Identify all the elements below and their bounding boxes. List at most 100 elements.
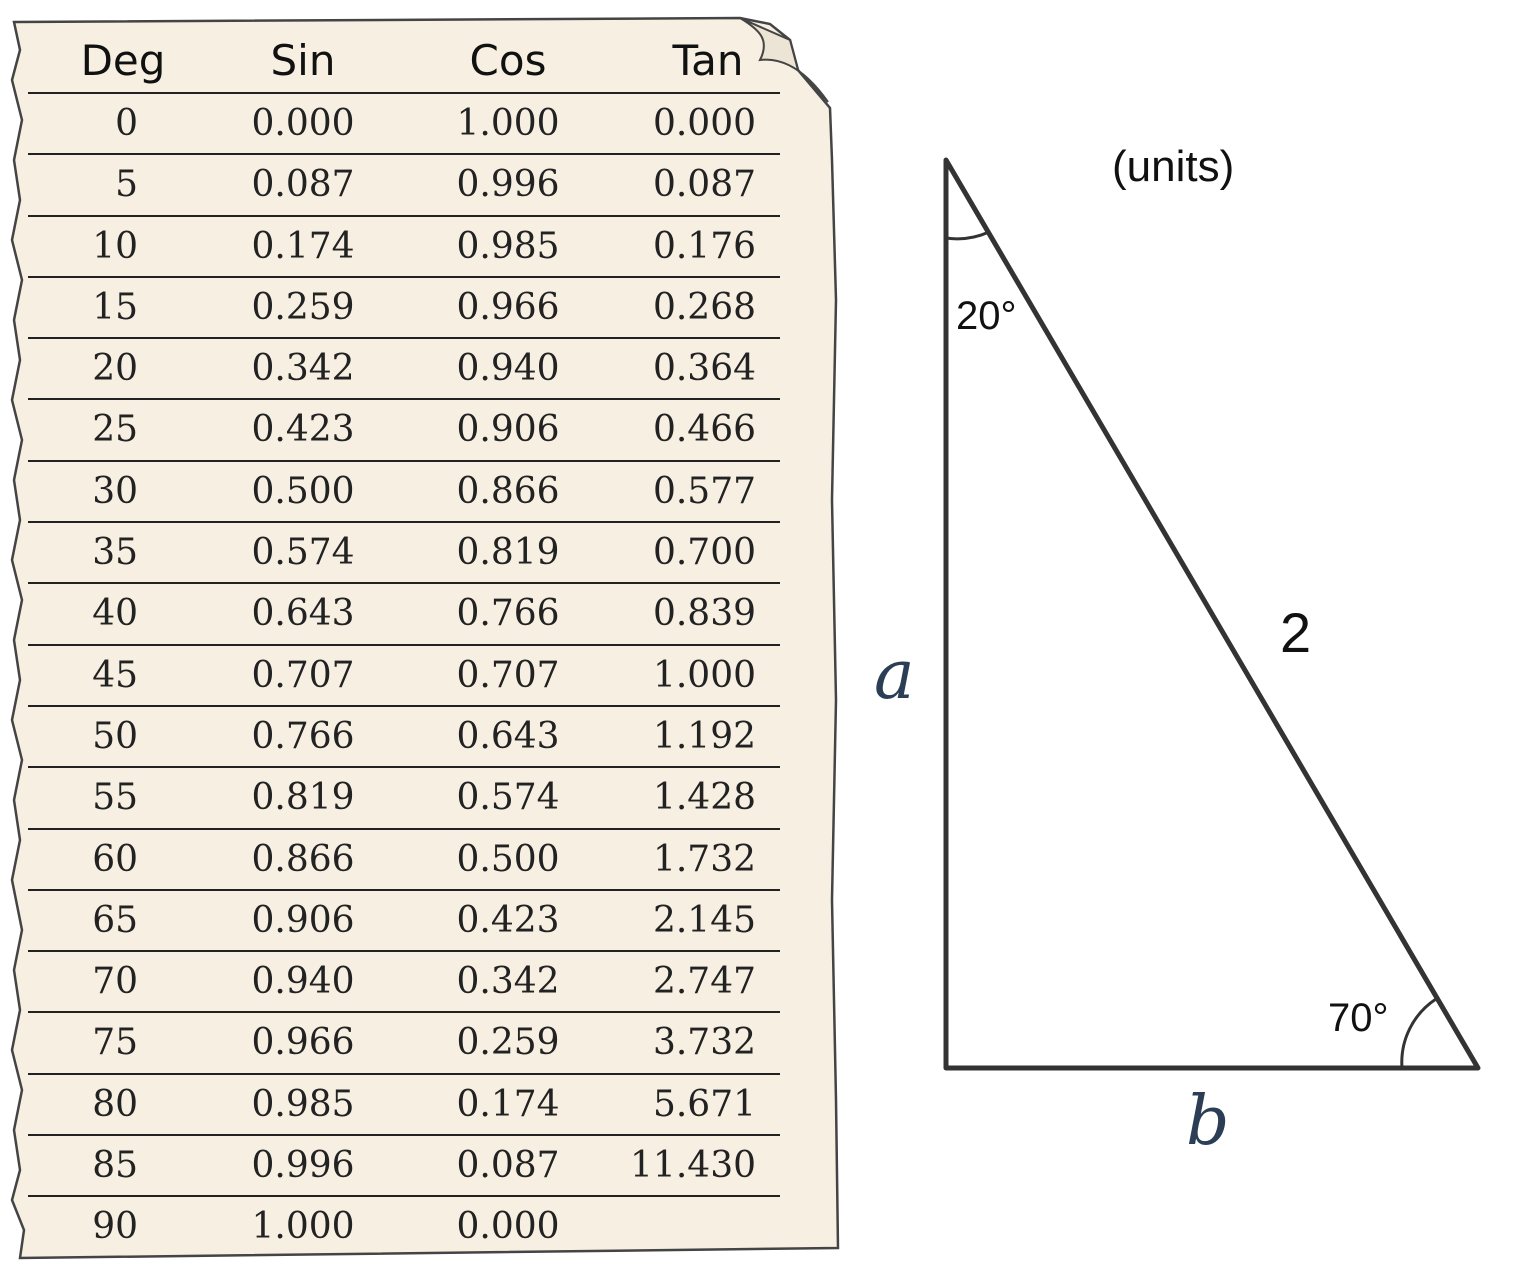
header-tan: Tan	[672, 36, 744, 85]
cell-sin: 0.966	[251, 1022, 355, 1064]
cell-sin: 0.643	[251, 593, 355, 635]
paper-curl	[739, 17, 829, 103]
cell-cos: 0.940	[456, 348, 560, 390]
cell-sin: 0.819	[251, 777, 355, 819]
table-row: 75 0.966 0.259 3.732	[28, 1013, 780, 1075]
cell-cos: 0.866	[456, 470, 560, 512]
header-sin: Sin	[270, 36, 336, 85]
cell-tan: 1.732	[652, 838, 756, 880]
hypotenuse-label: 2	[1280, 601, 1312, 664]
table-row: 10 0.174 0.985 0.176	[28, 217, 780, 278]
cell-cos: 0.819	[456, 532, 560, 574]
cell-tan: 0.176	[652, 225, 756, 267]
cell-deg: 40	[92, 593, 138, 635]
cell-deg: 75	[92, 1022, 138, 1064]
cell-deg: 45	[92, 654, 138, 696]
cell-sin: 1.000	[251, 1206, 355, 1248]
table-row: 70 0.940 0.342 2.747	[28, 952, 780, 1014]
header-deg: Deg	[80, 36, 166, 85]
cell-deg: 70	[92, 961, 138, 1003]
units-label: (units)	[1112, 142, 1235, 191]
table-row: 0 0.000 1.000 0.000	[28, 94, 780, 156]
cell-sin: 0.423	[251, 409, 355, 451]
cell-tan: 11.430	[630, 1145, 756, 1187]
top-angle-arc	[945, 230, 990, 241]
cell-deg: 90	[92, 1206, 138, 1248]
cell-sin: 0.087	[251, 164, 355, 206]
table-row: 20 0.342 0.940 0.364	[28, 339, 780, 401]
cell-tan: 2.747	[652, 961, 756, 1003]
table-row: 25 0.423 0.906 0.466	[28, 400, 780, 462]
table-row: 50 0.766 0.643 1.192	[28, 707, 780, 769]
cell-deg: 35	[92, 532, 138, 574]
cell-sin: 0.342	[251, 348, 355, 390]
cell-sin: 0.174	[251, 225, 355, 267]
cell-cos: 1.000	[456, 103, 560, 144]
cell-sin: 0.866	[251, 838, 355, 880]
cell-cos: 0.966	[456, 286, 560, 328]
cell-sin: 0.000	[251, 103, 355, 144]
cell-tan: 0.700	[652, 532, 756, 574]
table-row: 60 0.866 0.500 1.732	[28, 830, 780, 891]
cell-tan: 1.192	[652, 715, 756, 757]
cell-cos: 0.643	[456, 715, 560, 757]
cell-tan: 3.732	[652, 1022, 756, 1064]
table-row: 5 0.087 0.996 0.087	[28, 155, 780, 217]
cell-sin: 0.985	[251, 1083, 355, 1125]
table-row: 45 0.707 0.707 1.000	[28, 646, 780, 707]
cell-sin: 0.707	[251, 654, 355, 696]
right-triangle	[943, 157, 1481, 1071]
cell-deg: 80	[92, 1083, 138, 1125]
cell-cos: 0.342	[456, 961, 560, 1003]
cell-deg: 5	[115, 164, 138, 206]
cell-tan: 5.671	[652, 1083, 756, 1125]
header-cos: Cos	[469, 36, 547, 85]
table-row: 65 0.906 0.423 2.145	[28, 891, 780, 953]
cell-deg: 30	[92, 470, 138, 512]
cell-tan: 2.145	[652, 899, 756, 941]
cell-tan: 0.087	[652, 164, 756, 206]
trig-table: Deg Sin Cos Tan 0 0.000 1.000 0.000 5 0.087 0.…	[28, 30, 780, 1257]
cell-cos: 0.174	[456, 1083, 560, 1125]
cell-cos: 0.423	[456, 899, 560, 941]
cell-deg: 65	[92, 899, 138, 941]
cell-cos: 0.574	[456, 777, 560, 819]
cell-sin: 0.259	[251, 286, 355, 328]
cell-deg: 10	[92, 225, 138, 267]
cell-tan: 0.466	[652, 409, 756, 451]
table-row: 40 0.643 0.766 0.839	[28, 584, 780, 646]
cell-deg: 0	[115, 103, 138, 144]
cell-sin: 0.940	[251, 961, 355, 1003]
table-row: 80 0.985 0.174 5.671	[28, 1075, 780, 1137]
cell-cos: 0.985	[456, 225, 560, 267]
side-a-label: a	[874, 636, 915, 715]
cell-cos: 0.259	[456, 1022, 560, 1064]
cell-tan: 0.577	[652, 470, 756, 512]
top-angle-label: 20°	[956, 294, 1017, 338]
cell-cos: 0.996	[456, 164, 560, 206]
cell-tan: 1.428	[652, 777, 756, 819]
cell-deg: 55	[92, 777, 138, 819]
cell-deg: 25	[92, 409, 138, 451]
cell-cos: 0.087	[456, 1145, 560, 1187]
cell-deg: 20	[92, 348, 138, 390]
paper-body	[10, 16, 840, 1260]
cell-tan: 0.364	[652, 348, 756, 390]
cell-tan: 0.268	[652, 286, 756, 328]
cell-tan: 0.839	[652, 593, 756, 635]
cell-cos: 0.500	[456, 838, 560, 880]
cell-tan: 0.000	[652, 103, 756, 144]
table-row: 35 0.574 0.819 0.700	[28, 523, 780, 585]
cell-sin: 0.996	[251, 1145, 355, 1187]
cell-cos: 0.766	[456, 593, 560, 635]
bottom-angle-arc	[1400, 997, 1437, 1069]
cell-cos: 0.000	[456, 1206, 560, 1248]
cell-deg: 50	[92, 715, 138, 757]
bottom-angle-label: 70°	[1328, 996, 1389, 1040]
table-row: 85 0.996 0.087 11.430	[28, 1136, 780, 1198]
cell-sin: 0.906	[251, 899, 355, 941]
table-row: 30 0.500 0.866 0.577	[28, 462, 780, 524]
cell-deg: 15	[92, 286, 138, 328]
